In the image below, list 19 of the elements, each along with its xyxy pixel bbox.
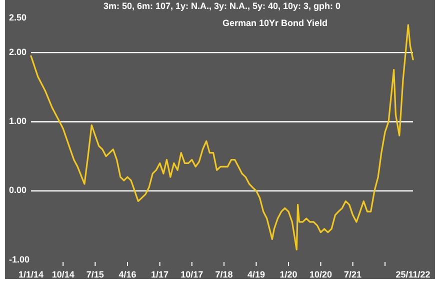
y-tick-label: 0.00 — [9, 185, 27, 196]
x-tick-label: 7/15 — [86, 269, 104, 280]
x-tick-label: 1/1/14 — [18, 269, 44, 280]
x-tick-label: 10/14 — [52, 269, 74, 280]
x-tick-label: 10/20 — [309, 269, 332, 280]
chart-subtitle: 3m: 50, 6m: 107, 1y: N.A., 3y: N.A., 5y: 40, 10y: 3, gph: 0 — [103, 1, 341, 11]
x-tick-label: 25/11/22 — [396, 269, 430, 280]
x-tick-label: 1/20 — [280, 269, 298, 280]
x-tick-label: 4/19 — [247, 269, 265, 280]
x-tick-label: 10/17 — [180, 269, 204, 280]
y-tick-label: 2.50 — [9, 12, 27, 22]
x-tick-label: 7/21 — [344, 269, 362, 280]
y-tick-label: 1.00 — [9, 116, 27, 126]
x-tick-label: 4/16 — [118, 269, 136, 280]
chart-title: German 10Yr Bond Yield — [222, 18, 328, 28]
x-tick-label: 7/18 — [215, 269, 233, 280]
y-tick-label: -1.00 — [9, 254, 30, 264]
y-tick-label: 2.00 — [9, 46, 27, 57]
x-tick-label: 1/17 — [151, 269, 169, 280]
